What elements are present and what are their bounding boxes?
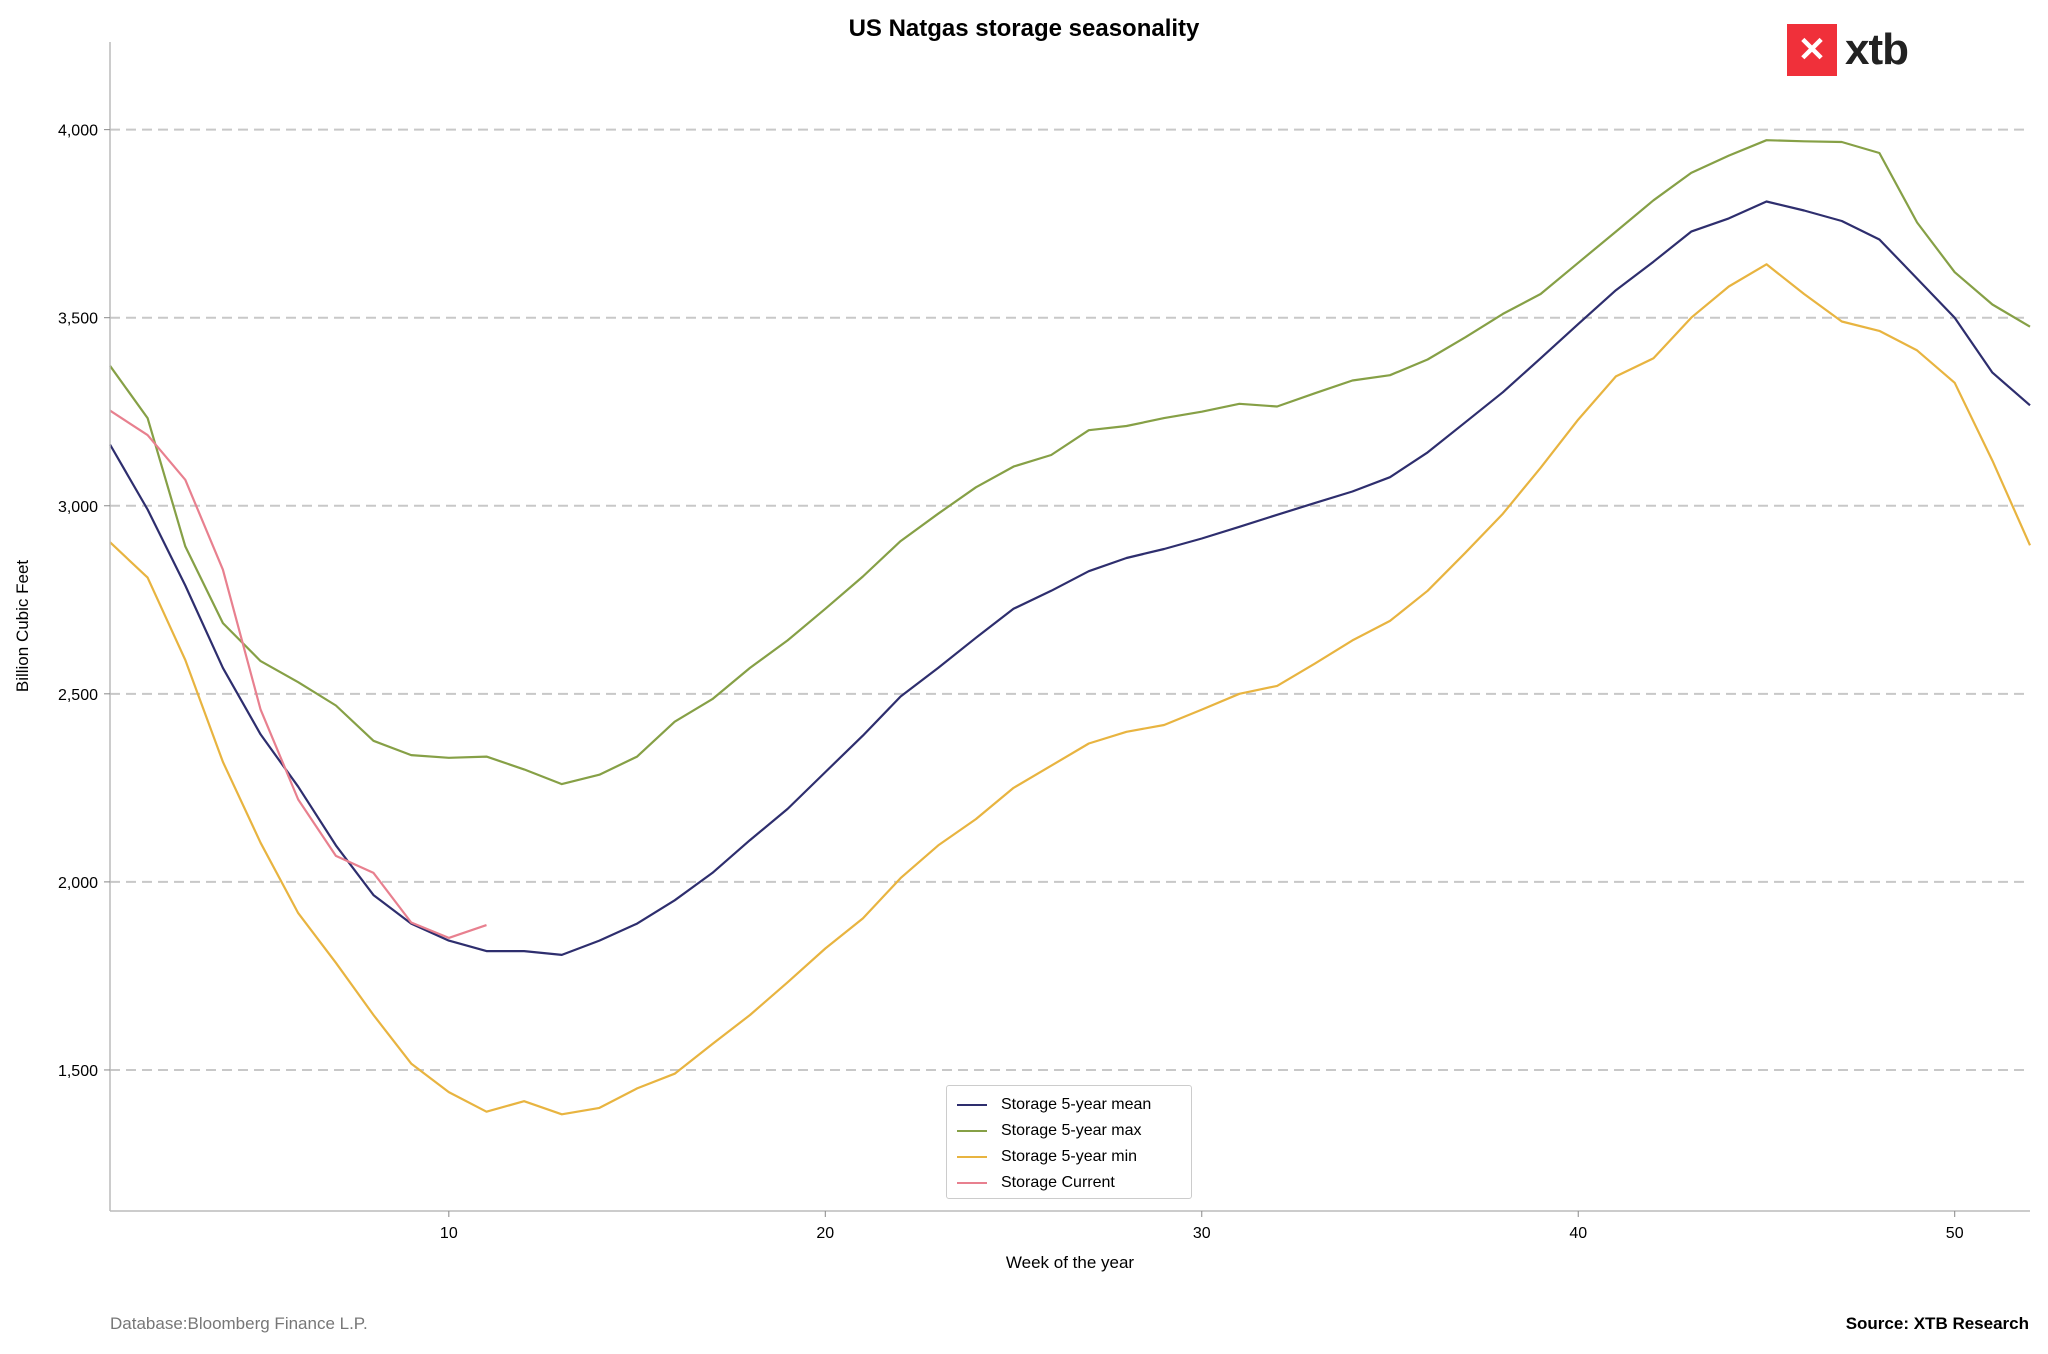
legend-swatch [957, 1104, 987, 1106]
x-tick-label: 40 [1569, 1225, 1587, 1242]
y-tick-label: 4,000 [58, 123, 98, 140]
series-line-storage-5-year-max [109, 139, 2031, 786]
y-tick-label: 3,000 [58, 499, 98, 516]
y-tick-label: 2,500 [58, 687, 98, 704]
legend-swatch [957, 1156, 987, 1158]
x-tick-label: 50 [1946, 1225, 1964, 1242]
x-tick-label: 30 [1193, 1225, 1211, 1242]
y-tick-label: 3,500 [58, 311, 98, 328]
x-tick-label: 20 [816, 1225, 834, 1242]
legend-label: Storage 5-year mean [1001, 1096, 1152, 1113]
y-tick-label: 2,000 [58, 875, 98, 892]
legend-item: Storage 5-year min [957, 1144, 1181, 1170]
series-line-storage-5-year-min [109, 263, 2032, 1116]
xtb-logo-text: xtb [1845, 25, 1909, 74]
xtb-logo-mark-icon: ✕ [1787, 24, 1837, 76]
legend-swatch [957, 1182, 987, 1184]
x-axis-label: Week of the year [1006, 1253, 1135, 1272]
xtb-logo: ✕ xtb [1787, 24, 1909, 76]
series-line-storage-current [109, 409, 487, 939]
legend-item: Storage 5-year mean [957, 1092, 1181, 1118]
source-credit: Source: XTB Research [1845, 1314, 2029, 1333]
x-tick-label: 10 [440, 1225, 458, 1242]
legend-label: Storage Current [1001, 1174, 1115, 1191]
legend-swatch [957, 1130, 987, 1132]
legend-label: Storage 5-year max [1001, 1122, 1142, 1139]
data-source-note: Database:Bloomberg Finance L.P. [110, 1314, 368, 1333]
y-tick-label: 1,500 [58, 1063, 98, 1080]
legend-item: Storage 5-year max [957, 1118, 1181, 1144]
y-axis-label: Billion Cubic Feet [13, 560, 32, 693]
legend-label: Storage 5-year min [1001, 1148, 1138, 1165]
chart-title: US Natgas storage seasonality [849, 15, 1200, 42]
legend-item: Storage Current [957, 1170, 1181, 1196]
series-line-storage-5-year-mean [109, 200, 2031, 956]
legend: Storage 5-year mean Storage 5-year max Sto… [946, 1085, 1192, 1199]
